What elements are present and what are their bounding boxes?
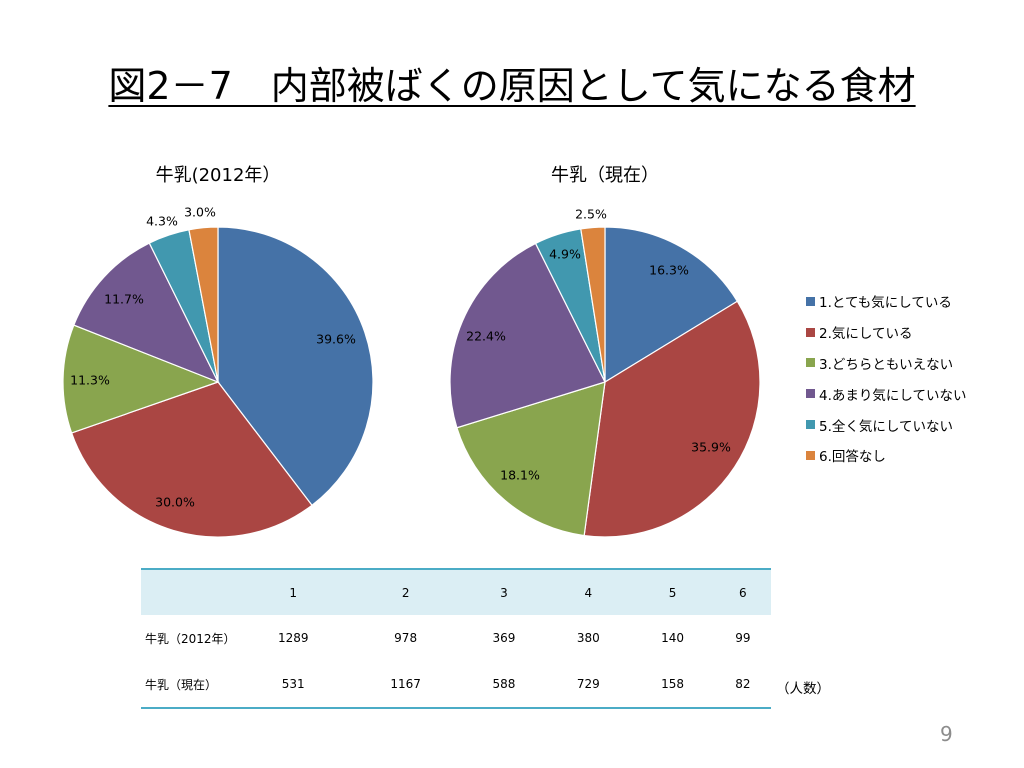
table-header-cell-5: 5 xyxy=(630,569,715,615)
table-row-label: 牛乳（2012年） xyxy=(145,631,236,646)
legend-item-3: 3.どちらともいえない xyxy=(806,348,1021,379)
table-cell-2-6: 82 xyxy=(735,677,751,691)
pie-1-data-label-4: 11.7% xyxy=(104,292,144,307)
legend-label-6: 6.回答なし xyxy=(819,449,886,466)
table-cell-1-2: 978 xyxy=(394,631,418,645)
legend-swatch-6 xyxy=(806,450,815,460)
table-cell-2-2: 1167 xyxy=(390,677,421,691)
table-header-cell-2: 2 xyxy=(349,569,462,615)
pie-2-data-label-2: 35.9% xyxy=(691,440,731,455)
table-row: 牛乳（現在） 531 1167 588 729 158 82 xyxy=(141,661,771,708)
table-unit-label: （人数） xyxy=(776,681,830,697)
legend-label-4: 4.あまり気にしていない xyxy=(819,387,967,404)
legend-item-2: 2.気にしている xyxy=(806,317,1021,348)
pie-2-slice-1 xyxy=(604,226,739,384)
pie-1-data-label-1: 39.6% xyxy=(316,332,356,347)
legend-swatch-2 xyxy=(806,327,815,337)
legend-label-3: 3.どちらともいえない xyxy=(819,356,954,373)
legend-label-5: 5.全く気にしていない xyxy=(819,418,953,435)
table-cell-1-5: 140 xyxy=(661,631,685,645)
table-header-cell-0 xyxy=(141,569,237,615)
pie-2-slice-2 xyxy=(583,300,761,538)
table-cell-1-6: 99 xyxy=(735,631,751,645)
pie-2-data-label-6: 2.5% xyxy=(575,207,607,222)
table-cell-1-3: 369 xyxy=(492,631,516,645)
legend-swatch-5 xyxy=(806,420,815,430)
pie-1-title: 牛乳(2012年） xyxy=(156,165,281,186)
table-cell-2-4: 729 xyxy=(576,677,600,691)
pie-1-slice-4 xyxy=(73,242,220,384)
pie-charts: 39.6% 30.0% 11.3% 11.7% 4.3% 3.0% 牛乳(2012年） 16.… xyxy=(62,165,761,538)
pie-1-data-label-2: 30.0% xyxy=(155,495,195,510)
table-cell-1-4: 380 xyxy=(576,631,600,645)
page-number: 9 xyxy=(940,722,953,746)
slide-title-text: 図2－7 内部被ばくの原因として気になる食材 xyxy=(108,64,916,108)
pie-2-data-label-3: 18.1% xyxy=(500,468,540,483)
legend-label-2: 2.気にしている xyxy=(819,326,913,343)
pie-2-data-label-4: 22.4% xyxy=(466,329,506,344)
table-header-cell-3: 3 xyxy=(461,569,547,615)
table-cell-2-1: 531 xyxy=(281,677,305,691)
pie-1-slice-1 xyxy=(217,226,374,507)
table-cell-1-1: 1289 xyxy=(277,631,309,645)
table-header-cell-1: 1 xyxy=(237,569,350,615)
pie-1-slice-6 xyxy=(188,226,219,383)
table-header-cell-4: 4 xyxy=(546,569,631,615)
pie-1-data-label-6: 3.0% xyxy=(184,205,216,220)
pie-1-data-label-5: 4.3% xyxy=(146,214,178,229)
legend-item-5: 5.全く気にしていない xyxy=(806,409,1021,440)
pie-2-data-label-5: 4.9% xyxy=(549,247,581,262)
pie-1-slice-2 xyxy=(70,381,313,538)
legend-item-6: 6.回答なし xyxy=(806,440,1021,471)
pie-2-slice-6 xyxy=(580,226,606,383)
chart-legend: 1.とても気にしている 2.気にしている 3.どちらともいえない 4.あまり気にしてい… xyxy=(806,286,1021,471)
legend-item-4: 4.あまり気にしていない xyxy=(806,378,1021,409)
legend-label-1: 1.とても気にしている xyxy=(819,295,952,312)
table-header-cell-6: 6 xyxy=(714,569,771,615)
table-row-label: 牛乳（現在） xyxy=(145,677,218,692)
table-row: 牛乳（2012年） 1289 978 369 380 140 99 xyxy=(141,615,771,661)
pie-1-data-label-3: 11.3% xyxy=(70,373,110,388)
table-cell-2-3: 588 xyxy=(492,677,516,691)
legend-swatch-3 xyxy=(806,358,815,368)
pie-2-slice-4 xyxy=(449,242,606,429)
pie-1-slice-3 xyxy=(62,324,220,434)
pie-2-data-label-1: 16.3% xyxy=(649,263,689,278)
pie-2-title: 牛乳（現在） xyxy=(551,165,659,186)
slide-title: 図2－7 内部被ばくの原因として気になる食材 xyxy=(0,62,1024,110)
legend-swatch-4 xyxy=(806,389,815,399)
legend-swatch-1 xyxy=(806,296,815,306)
pie-2-slice-3 xyxy=(456,381,606,537)
legend-item-1: 1.とても気にしている xyxy=(806,286,1021,317)
table-cell-2-5: 158 xyxy=(661,677,685,691)
